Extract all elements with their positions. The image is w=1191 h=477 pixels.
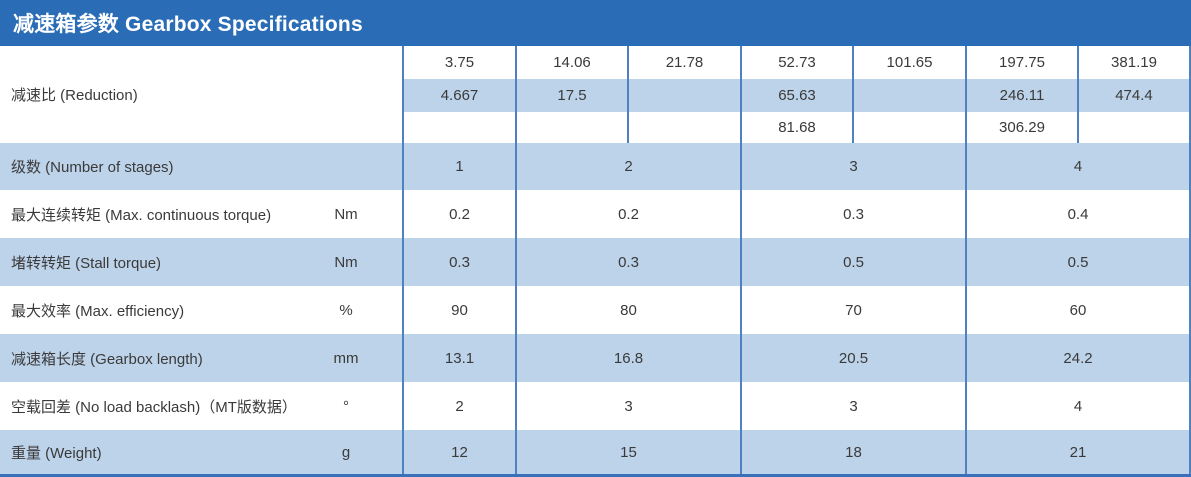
table-cell [402, 112, 515, 143]
table-cell: 0.3 [402, 238, 515, 286]
table-cell [627, 112, 740, 143]
row-values: 12 15 18 21 [402, 430, 1191, 474]
table-cell: 4.667 [402, 79, 515, 112]
table-cell: 13.1 [402, 334, 515, 382]
row-label-cell: 最大效率 (Max. efficiency) % [0, 286, 402, 334]
table-cell: 1 [402, 143, 515, 190]
table-cell [627, 79, 740, 112]
row-label: 最大连续转矩 (Max. continuous torque) [11, 206, 272, 224]
max-continuous-torque-row: 最大连续转矩 (Max. continuous torque) Nm 0.2 0… [0, 190, 1191, 238]
reduction-label-cell: 减速比 (Reduction) [0, 46, 402, 143]
row-unit: g [341, 443, 351, 461]
row-unit: Nm [334, 253, 358, 271]
table-cell: 17.5 [515, 79, 627, 112]
table-cell [1077, 112, 1191, 143]
row-values: 1 2 3 4 [402, 143, 1191, 190]
table-cell: 52.73 [740, 46, 852, 79]
row-label-cell: 级数 (Number of stages) [0, 143, 402, 190]
row-unit: % [339, 301, 353, 319]
row-values: 13.1 16.8 20.5 24.2 [402, 334, 1191, 382]
row-label: 最大效率 (Max. efficiency) [11, 302, 185, 320]
table-title-bar: 减速箱参数 Gearbox Specifications [0, 0, 1191, 46]
table-cell: 14.06 [515, 46, 627, 79]
stages-row: 级数 (Number of stages) 1 2 3 4 [0, 143, 1191, 190]
row-label: 减速比 (Reduction) [11, 87, 138, 104]
table-cell [515, 112, 627, 143]
reduction-ratio-row: 减速比 (Reduction) 3.75 14.06 21.78 52.73 1… [0, 46, 1191, 143]
row-label-cell: 重量 (Weight) g [0, 430, 402, 474]
table-cell: 65.63 [740, 79, 852, 112]
weight-row: 重量 (Weight) g 12 15 18 21 [0, 430, 1191, 474]
table-cell: 21.78 [627, 46, 740, 79]
table-cell: 12 [402, 430, 515, 474]
row-values: 0.2 0.2 0.3 0.4 [402, 190, 1191, 238]
table-bottom-border [0, 474, 1191, 477]
row-label: 重量 (Weight) [11, 444, 102, 462]
row-label: 堵转转矩 (Stall torque) [11, 254, 162, 272]
row-unit: Nm [334, 205, 358, 223]
table-cell: 306.29 [965, 112, 1077, 143]
table-cell: 70 [740, 286, 965, 334]
table-cell: 3 [740, 143, 965, 190]
table-cell: 2 [402, 382, 515, 430]
table-cell: 3.75 [402, 46, 515, 79]
row-label: 级数 (Number of stages) [11, 159, 174, 176]
table-cell: 16.8 [515, 334, 740, 382]
gearbox-length-row: 减速箱长度 (Gearbox length) mm 13.1 16.8 20.5… [0, 334, 1191, 382]
table-cell: 3 [740, 382, 965, 430]
table-cell: 381.19 [1077, 46, 1191, 79]
table-cell: 3 [515, 382, 740, 430]
row-label-cell: 减速箱长度 (Gearbox length) mm [0, 334, 402, 382]
table-cell: 4 [965, 382, 1191, 430]
table-cell [852, 79, 965, 112]
row-values: 2 3 3 4 [402, 382, 1191, 430]
table-cell: 0.2 [515, 190, 740, 238]
row-label-cell: 堵转转矩 (Stall torque) Nm [0, 238, 402, 286]
table-cell: 0.2 [402, 190, 515, 238]
row-label-cell: 空载回差 (No load backlash)（MT版数据） ° [0, 382, 402, 430]
table-cell: 81.68 [740, 112, 852, 143]
max-efficiency-row: 最大效率 (Max. efficiency) % 90 80 70 60 [0, 286, 1191, 334]
table-cell: 20.5 [740, 334, 965, 382]
table-cell: 21 [965, 430, 1191, 474]
table-cell: 246.11 [965, 79, 1077, 112]
table-cell: 24.2 [965, 334, 1191, 382]
table-cell: 18 [740, 430, 965, 474]
table-cell: 60 [965, 286, 1191, 334]
table-cell: 15 [515, 430, 740, 474]
row-label-cell: 最大连续转矩 (Max. continuous torque) Nm [0, 190, 402, 238]
table-cell [852, 112, 965, 143]
table-cell: 90 [402, 286, 515, 334]
table-cell: 474.4 [1077, 79, 1191, 112]
table-cell: 4 [965, 143, 1191, 190]
reduction-values-grid: 3.75 14.06 21.78 52.73 101.65 197.75 381… [402, 46, 1191, 143]
table-cell: 197.75 [965, 46, 1077, 79]
table-cell: 0.3 [740, 190, 965, 238]
table-cell: 0.4 [965, 190, 1191, 238]
stall-torque-row: 堵转转矩 (Stall torque) Nm 0.3 0.3 0.5 0.5 [0, 238, 1191, 286]
table-cell: 0.5 [965, 238, 1191, 286]
table-title: 减速箱参数 Gearbox Specifications [13, 13, 363, 36]
row-unit: mm [333, 349, 359, 367]
no-load-backlash-row: 空载回差 (No load backlash)（MT版数据） ° 2 3 3 4 [0, 382, 1191, 430]
table-cell: 2 [515, 143, 740, 190]
row-label: 减速箱长度 (Gearbox length) [11, 350, 203, 368]
table-cell: 80 [515, 286, 740, 334]
table-cell: 0.5 [740, 238, 965, 286]
table-cell: 0.3 [515, 238, 740, 286]
row-label: 空载回差 (No load backlash)（MT版数据） [11, 398, 297, 416]
row-values: 0.3 0.3 0.5 0.5 [402, 238, 1191, 286]
row-values: 90 80 70 60 [402, 286, 1191, 334]
row-unit: ° [343, 397, 349, 415]
table-cell: 101.65 [852, 46, 965, 79]
